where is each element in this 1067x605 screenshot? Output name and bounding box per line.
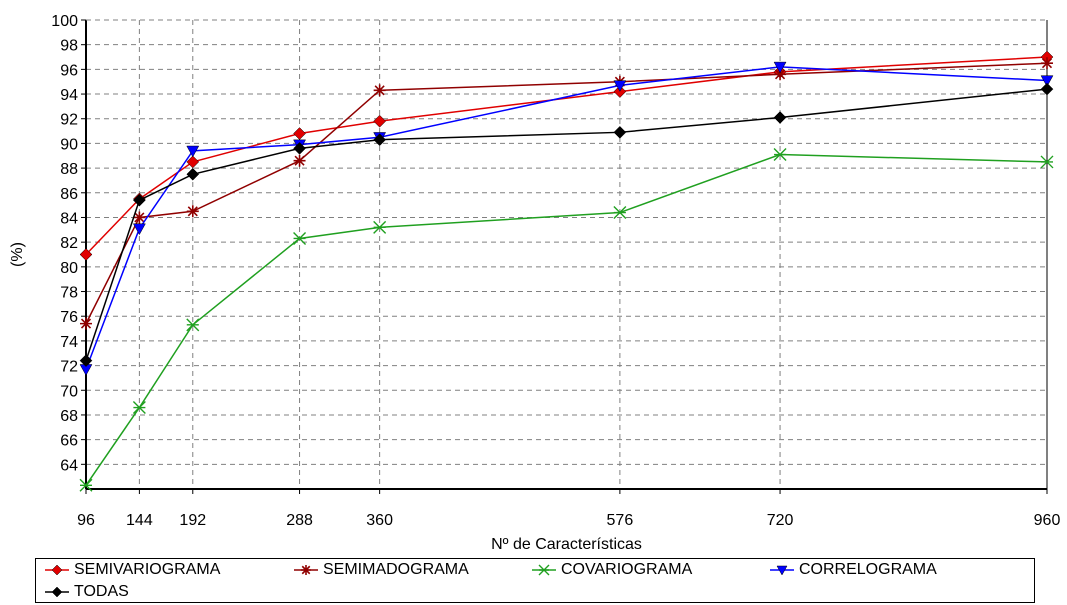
- data-point-marker: [79, 478, 93, 492]
- data-point-marker: [293, 127, 306, 140]
- data-point-marker: [774, 68, 787, 81]
- legend-item: SEMIVARIOGRAMA: [44, 561, 220, 579]
- data-point-marker: [773, 61, 787, 74]
- data-point-marker: [79, 248, 93, 261]
- y-tick-label: 100: [51, 13, 78, 30]
- legend-label: CORRELOGRAMA: [799, 561, 937, 578]
- legend: SEMIVARIOGRAMA SEMIMADOGRAMA COVARIOGRAMA C…: [35, 558, 1035, 603]
- series-line: [85, 88, 1048, 361]
- legend-item: COVARIOGRAMA: [531, 561, 692, 579]
- y-tick-label: 80: [60, 260, 78, 277]
- series-line: [85, 62, 1048, 324]
- y-tick-label: 88: [60, 161, 78, 178]
- series-4: [79, 82, 1054, 367]
- data-point-marker: [133, 193, 146, 207]
- data-point-marker: [1041, 57, 1053, 70]
- data-point-marker: [51, 586, 63, 598]
- data-point-marker: [538, 564, 550, 576]
- series-lines: [79, 50, 1054, 492]
- series-line: [85, 153, 1048, 486]
- y-tick-label: 96: [60, 62, 78, 79]
- x-tick-label: 144: [126, 512, 153, 529]
- data-point-marker: [1040, 82, 1054, 96]
- data-point-marker: [373, 220, 387, 234]
- y-tick-label: 92: [60, 112, 78, 129]
- data-point-marker: [186, 145, 200, 158]
- y-tick-labels: 64 66 68 70 72 74 76 78 80 82 84 86 88 90 92 94 96 98 100: [51, 13, 78, 474]
- data-point-marker: [293, 154, 306, 167]
- y-tick-label: 64: [60, 457, 78, 474]
- data-point-marker: [1040, 155, 1054, 169]
- legend-label: SEMIMADOGRAMA: [323, 561, 469, 578]
- legend-swatch-icon: [770, 565, 794, 576]
- x-tick-label: 96: [77, 512, 95, 529]
- data-point-marker: [186, 205, 199, 218]
- grid-lines: [86, 20, 1047, 489]
- data-point-marker: [613, 80, 627, 92]
- data-point-marker: [293, 142, 306, 155]
- data-point-marker: [373, 114, 386, 128]
- data-point-marker: [613, 206, 627, 220]
- data-point-marker: [373, 133, 386, 147]
- data-point-marker: [773, 148, 787, 162]
- x-axis-label: Nº de Características: [491, 536, 642, 553]
- data-point-marker: [80, 317, 92, 330]
- legend-item: TODAS: [44, 583, 129, 601]
- legend-item: SEMIMADOGRAMA: [293, 561, 469, 579]
- series-3: [79, 61, 1054, 376]
- data-point-marker: [373, 84, 386, 97]
- y-tick-label: 86: [60, 186, 78, 203]
- legend-label: COVARIOGRAMA: [561, 561, 693, 578]
- legend-item: CORRELOGRAMA: [769, 561, 937, 579]
- data-point-marker: [186, 167, 200, 181]
- data-point-marker: [613, 125, 627, 139]
- y-tick-label: 74: [60, 334, 78, 351]
- data-point-marker: [293, 231, 307, 245]
- y-tick-label: 68: [60, 408, 78, 425]
- data-point-marker: [301, 565, 311, 575]
- y-tick-label: 94: [60, 87, 78, 104]
- data-point-marker: [186, 318, 200, 332]
- legend-label: TODAS: [74, 583, 129, 600]
- y-tick-label: 98: [60, 38, 78, 55]
- data-point-marker: [132, 223, 146, 236]
- series-line: [85, 66, 1048, 370]
- legend-label: SEMIVARIOGRAMA: [74, 561, 221, 578]
- y-tick-label: 76: [60, 309, 78, 326]
- data-point-marker: [133, 211, 146, 224]
- y-tick-label: 84: [60, 210, 78, 227]
- series-2: [79, 148, 1054, 492]
- data-point-marker: [79, 354, 93, 367]
- y-tick-label: 90: [60, 136, 78, 153]
- legend-swatch-icon: [45, 564, 69, 576]
- x-tick-label: 720: [767, 512, 794, 529]
- y-tick-label: 78: [60, 285, 78, 302]
- y-tick-label: 70: [60, 383, 78, 400]
- x-tick-label: 960: [1034, 512, 1061, 529]
- x-tick-label: 288: [286, 512, 313, 529]
- legend-swatch-icon: [532, 564, 556, 576]
- line-chart: 646668707274767880828486889092949698100 …: [9, 13, 1060, 553]
- y-tick-label: 82: [60, 235, 78, 252]
- y-axis-label: (%): [9, 242, 26, 267]
- legend-swatch-icon: [294, 565, 318, 575]
- x-tick-labels: 96 144 192 288 360 576 720 960: [77, 512, 1060, 529]
- data-point-marker: [1040, 75, 1054, 87]
- y-tick-label: 72: [60, 359, 78, 376]
- data-point-marker: [132, 401, 146, 415]
- y-tick-label: 66: [60, 433, 78, 450]
- x-tick-label: 192: [179, 512, 206, 529]
- legend-swatch-icon: [45, 586, 69, 598]
- x-tick-label: 360: [366, 512, 393, 529]
- data-point-marker: [51, 564, 63, 576]
- data-point-marker: [773, 111, 787, 124]
- series-line: [85, 56, 1048, 256]
- x-tick-label: 576: [607, 512, 634, 529]
- data-point-marker: [776, 565, 788, 576]
- axes: [81, 19, 1048, 494]
- series-0: [79, 50, 1054, 261]
